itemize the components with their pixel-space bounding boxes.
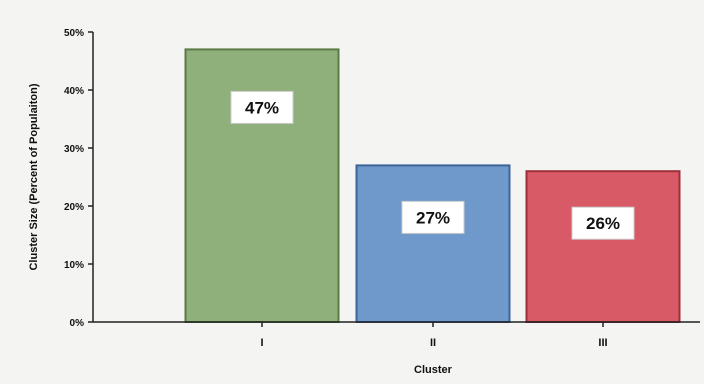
data-label: 26% [586, 214, 620, 233]
y-tick-label: 10% [64, 260, 84, 271]
bar-i [184, 48, 340, 324]
y-tick-group: 0% 10% 20% 30% 40% 50% [64, 28, 93, 329]
bar-group [184, 48, 681, 324]
data-label-group: 47% 27% 26% [230, 90, 635, 240]
y-tick-label: 30% [64, 144, 84, 155]
data-label: 47% [245, 98, 279, 117]
bar-ii [355, 164, 511, 323]
x-tick-label: II [430, 337, 436, 349]
data-label-box [571, 206, 635, 240]
bar-iii [525, 170, 681, 323]
axes-group [92, 32, 700, 323]
y-tick-label: 20% [64, 202, 84, 213]
data-label: 27% [416, 208, 450, 227]
x-tick-label: III [598, 337, 607, 349]
data-label-box [230, 90, 294, 124]
y-tick-label: 40% [64, 86, 84, 97]
x-tick-label: I [260, 337, 263, 349]
x-axis-title: Cluster [414, 364, 453, 376]
y-axis-title: Cluster Size (Percent of Populaiton) [28, 83, 40, 270]
y-tick-label: 0% [70, 318, 85, 329]
x-tick-group: I II III [260, 322, 608, 349]
data-label-box [401, 200, 465, 234]
y-tick-label: 50% [64, 28, 84, 39]
